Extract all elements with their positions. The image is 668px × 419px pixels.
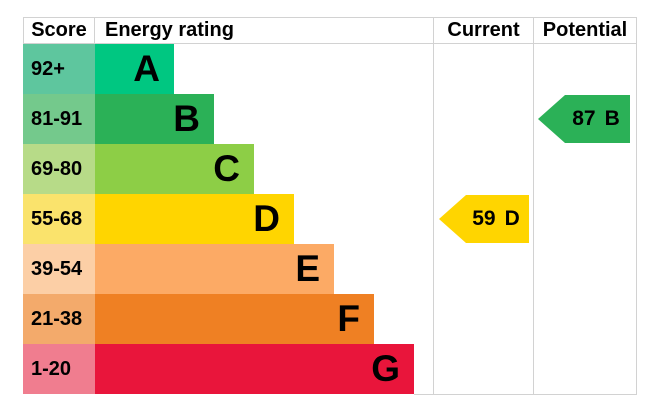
band-f-bar: F [95, 294, 374, 344]
header-score: Score [23, 17, 95, 44]
band-row-b: 81-91 B [23, 94, 637, 144]
band-g-letter: G [371, 348, 400, 389]
potential-rating-letter: B [604, 107, 620, 130]
band-f-letter: F [337, 298, 360, 339]
rating-table: Score Energy rating Current Potential 92… [23, 17, 637, 395]
header-potential: Potential [533, 17, 637, 44]
current-rating-letter: D [504, 207, 520, 230]
band-a-letter: A [133, 48, 160, 89]
band-rows: 92+ A 81-91 B 69-80 C 55-68 D 39-54 E 21… [23, 44, 637, 394]
band-a-bar: A [95, 44, 174, 94]
band-row-d: 55-68 D [23, 194, 637, 244]
band-d-score-range: 55-68 [23, 194, 95, 244]
potential-column-box [533, 43, 637, 395]
band-row-c: 69-80 C [23, 144, 637, 194]
band-e-letter: E [295, 248, 320, 289]
band-row-e: 39-54 E [23, 244, 637, 294]
band-c-bar: C [95, 144, 254, 194]
band-e-score-range: 39-54 [23, 244, 95, 294]
energy-column-bottom-border [414, 394, 434, 395]
band-row-a: 92+ A [23, 44, 637, 94]
potential-rating-arrow: 87 B [538, 95, 630, 143]
band-a-score-range: 92+ [23, 44, 95, 94]
band-b-letter: B [173, 98, 200, 139]
potential-rating-value: 87 [572, 107, 596, 130]
band-c-score-range: 69-80 [23, 144, 95, 194]
band-row-g: 1-20 G [23, 344, 637, 394]
band-g-score-range: 1-20 [23, 344, 95, 394]
band-c-letter: C [213, 148, 240, 189]
band-d-bar: D [95, 194, 294, 244]
header-energy-rating: Energy rating [94, 17, 434, 44]
band-b-score-range: 81-91 [23, 94, 95, 144]
band-e-bar: E [95, 244, 334, 294]
band-f-score-range: 21-38 [23, 294, 95, 344]
band-g-bar: G [95, 344, 414, 394]
band-row-f: 21-38 F [23, 294, 637, 344]
band-d-letter: D [253, 198, 280, 239]
current-rating-value: 59 [472, 207, 496, 230]
band-b-bar: B [95, 94, 214, 144]
header-current: Current [433, 17, 534, 44]
